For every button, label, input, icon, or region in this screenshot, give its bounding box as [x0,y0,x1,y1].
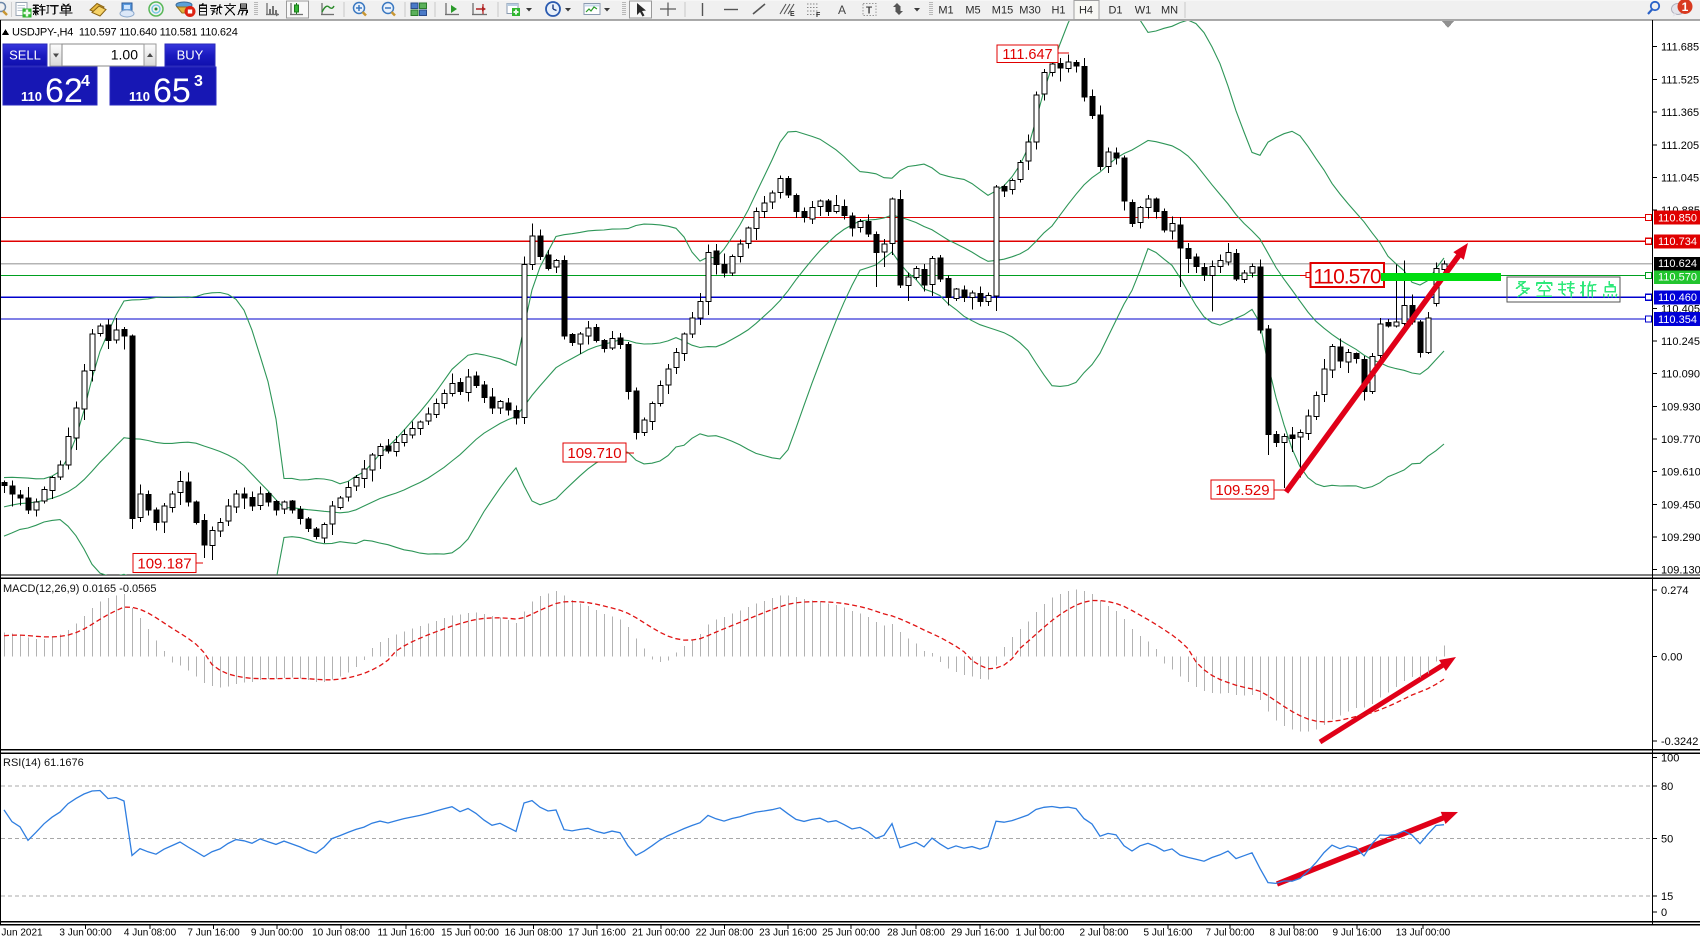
svg-text:0: 0 [1661,907,1667,919]
svg-text:111.205: 111.205 [1661,140,1699,152]
svg-text:109.710: 109.710 [567,445,621,462]
svg-text:2 Jul 08:00: 2 Jul 08:00 [1080,928,1129,938]
svg-text:111.685: 111.685 [1661,42,1699,54]
svg-text:SELL: SELL [9,48,41,63]
svg-text:111.525: 111.525 [1661,74,1699,86]
svg-text:110: 110 [21,89,42,104]
svg-text:USDJPY-,H4 110.597 110.640 11: USDJPY-,H4 110.597 110.640 110.581 110.6… [12,27,238,39]
svg-text:4 Jun 08:00: 4 Jun 08:00 [124,928,177,938]
svg-text:RSI(14) 61.1676: RSI(14) 61.1676 [3,757,84,769]
svg-text:111.045: 111.045 [1661,173,1699,185]
svg-text:110.570: 110.570 [1313,266,1381,289]
svg-text:H4: H4 [1079,5,1093,17]
svg-text:110.734: 110.734 [1658,236,1697,248]
svg-text:65: 65 [153,72,191,110]
svg-text:109.187: 109.187 [137,555,191,572]
svg-text:BUY: BUY [177,48,204,63]
svg-text:110.570: 110.570 [1658,272,1697,284]
svg-text:110: 110 [129,89,150,104]
svg-text:7 Jun 16:00: 7 Jun 16:00 [187,928,240,938]
svg-text:110.460: 110.460 [1658,292,1697,304]
svg-text:M30: M30 [1019,5,1040,17]
svg-text:4: 4 [81,73,90,90]
svg-text:109.770: 109.770 [1661,434,1700,446]
svg-text:Jun 2021: Jun 2021 [1,928,43,938]
svg-text:1 Jul 00:00: 1 Jul 00:00 [1016,928,1065,938]
svg-text:-0.3242: -0.3242 [1661,736,1698,748]
svg-text:9 Jul 16:00: 9 Jul 16:00 [1333,928,1382,938]
svg-text:109.130: 109.130 [1661,565,1700,577]
svg-text:109.290: 109.290 [1661,532,1700,544]
svg-text:3 Jun 00:00: 3 Jun 00:00 [59,928,112,938]
svg-text:25 Jun 00:00: 25 Jun 00:00 [822,928,880,938]
svg-text:111.647: 111.647 [1002,47,1052,63]
svg-text:9 Jun 00:00: 9 Jun 00:00 [251,928,304,938]
svg-text:M5: M5 [965,5,980,17]
svg-text:110.850: 110.850 [1658,212,1697,224]
svg-text:109.450: 109.450 [1661,499,1700,511]
svg-text:80: 80 [1661,781,1673,793]
svg-text:15: 15 [1661,891,1673,903]
svg-text:1: 1 [1682,0,1689,14]
svg-text:29 Jun 16:00: 29 Jun 16:00 [951,928,1009,938]
svg-text:F: F [816,12,821,19]
svg-text:110.245: 110.245 [1661,336,1700,348]
svg-text:T: T [866,6,872,17]
svg-text:H1: H1 [1051,5,1065,17]
svg-text:11 Jun 16:00: 11 Jun 16:00 [377,928,435,938]
svg-text:16 Jun 08:00: 16 Jun 08:00 [505,928,563,938]
svg-text:8 Jul 08:00: 8 Jul 08:00 [1270,928,1319,938]
svg-text:MN: MN [1161,5,1178,17]
svg-text:109.610: 109.610 [1661,467,1700,479]
svg-text:7 Jul 00:00: 7 Jul 00:00 [1206,928,1255,938]
svg-text:0.00: 0.00 [1661,652,1682,664]
svg-text:3: 3 [194,73,203,90]
svg-text:M15: M15 [992,5,1013,17]
svg-text:62: 62 [45,72,83,110]
svg-text:21 Jun 00:00: 21 Jun 00:00 [632,928,690,938]
svg-text:50: 50 [1661,834,1673,846]
svg-text:E: E [790,11,795,18]
svg-text:110.090: 110.090 [1661,369,1700,381]
svg-text:D1: D1 [1108,5,1122,17]
svg-text:10 Jun 08:00: 10 Jun 08:00 [312,928,370,938]
svg-text:23 Jun 16:00: 23 Jun 16:00 [759,928,817,938]
svg-text:A: A [838,3,846,17]
svg-text:110.354: 110.354 [1658,314,1697,326]
svg-text:100: 100 [1661,753,1679,765]
svg-text:MACD(12,26,9) 0.0165 -0.0565: MACD(12,26,9) 0.0165 -0.0565 [3,583,156,595]
svg-text:W1: W1 [1135,5,1152,17]
svg-text:109.529: 109.529 [1215,482,1269,499]
svg-text:1.00: 1.00 [111,47,138,63]
svg-text:17 Jun 16:00: 17 Jun 16:00 [568,928,626,938]
svg-text:M1: M1 [938,5,953,17]
svg-text:28 Jun 08:00: 28 Jun 08:00 [887,928,945,938]
svg-text:5 Jul 16:00: 5 Jul 16:00 [1144,928,1193,938]
svg-text:22 Jun 08:00: 22 Jun 08:00 [696,928,754,938]
svg-text:13 Jul 00:00: 13 Jul 00:00 [1396,928,1451,938]
svg-text:109.930: 109.930 [1661,401,1700,413]
svg-text:110.624: 110.624 [1658,258,1697,270]
svg-text:0.274: 0.274 [1661,585,1689,597]
svg-text:15 Jun 00:00: 15 Jun 00:00 [441,928,499,938]
svg-text:111.365: 111.365 [1661,107,1699,119]
